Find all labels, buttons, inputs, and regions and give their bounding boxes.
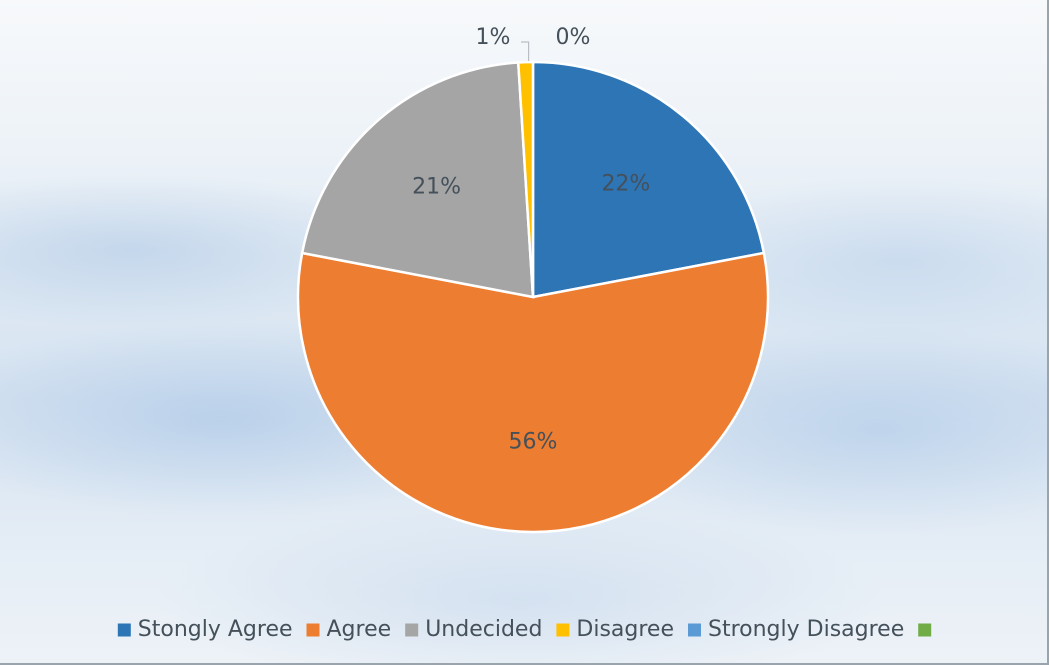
pie-slice-disagree bbox=[516, 60, 535, 298]
legend-label-disagree: Disagree bbox=[576, 617, 674, 642]
legend-label-undecided: Undecided bbox=[425, 617, 542, 642]
data-label-undecided: 21% bbox=[412, 175, 461, 200]
legend-label-agree: Agree bbox=[327, 617, 392, 642]
data-label-disagree: 1% bbox=[476, 25, 511, 50]
pie-slice-undecided bbox=[300, 61, 535, 299]
pie-slice-agree bbox=[296, 251, 770, 534]
pie-slice-stongly-agree bbox=[531, 60, 766, 299]
legend-label-strongly-disagree: Strongly Disagree bbox=[708, 617, 904, 642]
data-label-stongly-agree: 22% bbox=[601, 172, 650, 197]
data-label-strongly-disagree: 0% bbox=[556, 25, 591, 50]
leader-line bbox=[521, 41, 530, 62]
data-label-agree: 56% bbox=[509, 430, 558, 455]
legend-swatch-disagree bbox=[556, 623, 570, 637]
legend-swatch-undecided bbox=[405, 623, 419, 637]
legend-swatch-series-5 bbox=[918, 623, 932, 637]
legend-label-stongly-agree: Stongly Agree bbox=[138, 617, 293, 642]
legend-swatch-strongly-disagree bbox=[688, 623, 701, 637]
legend-swatch-stongly-agree bbox=[117, 623, 131, 637]
legend-swatch-agree bbox=[306, 623, 320, 637]
